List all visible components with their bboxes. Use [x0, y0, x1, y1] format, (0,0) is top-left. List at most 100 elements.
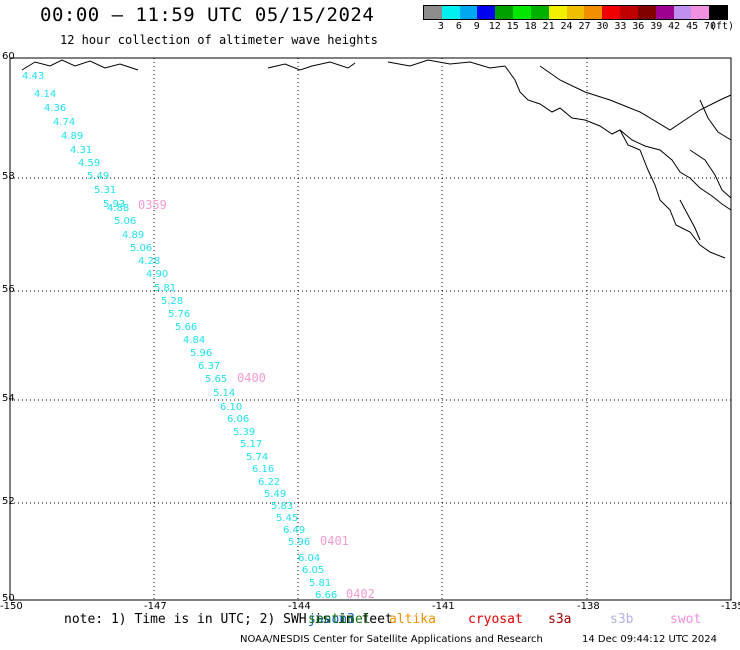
time-labels: 0359 0400 0401 0402: [138, 198, 375, 601]
wave-height-value: 4.28: [138, 256, 160, 267]
wave-height-value: 4.31: [70, 145, 92, 156]
wave-height-value: 5.65: [205, 374, 227, 385]
wave-height-value: 6.16: [252, 464, 274, 475]
wave-height-colorbar: [423, 5, 728, 20]
wave-height-value: 6.10: [220, 402, 242, 413]
map-frame: [9, 57, 732, 601]
colorbar-label: 27: [578, 21, 591, 32]
wave-height-value: 5.93: [103, 199, 125, 210]
wave-height-value: 5.83: [271, 501, 293, 512]
wave-height-value: 4.90: [146, 269, 168, 280]
latitude-label: 60: [2, 51, 15, 62]
wave-height-value: 6.22: [258, 477, 280, 488]
wave-height-value: 4.89: [122, 230, 144, 241]
wave-height-value: 5.17: [240, 439, 262, 450]
wave-height-value: 5.66: [175, 322, 197, 333]
wave-height-value: 5.96: [190, 348, 212, 359]
colorbar-swatch: [424, 6, 442, 19]
latitude-label: 52: [2, 496, 15, 507]
wave-height-value: 4.84: [183, 335, 205, 346]
colorbar-label: 24: [560, 21, 573, 32]
latitude-label: 50: [2, 593, 15, 604]
wave-height-value: 5.39: [233, 427, 255, 438]
colorbar-label: 3: [437, 21, 444, 32]
satellite-swot: swot: [670, 612, 702, 627]
colorbar-label: 39: [650, 21, 663, 32]
longitude-label: -144: [288, 601, 311, 612]
latitude-label: 58: [2, 171, 15, 182]
colorbar-label: 36: [632, 21, 645, 32]
colorbar-swatch: [584, 6, 603, 19]
pass-time-label: 0359: [138, 198, 167, 212]
colorbar-swatch: [513, 6, 531, 19]
colorbar-label: 21: [542, 21, 555, 32]
alaska-coastline: [21, 59, 732, 259]
longitude-label: -138: [577, 601, 600, 612]
satellite-jason3: jason3: [308, 612, 355, 627]
wave-height-value: 5.06: [114, 216, 136, 227]
pass-time-label: 0401: [320, 534, 349, 548]
colorbar-label: (ft): [709, 21, 735, 32]
wave-height-value: 5.49: [264, 489, 286, 500]
colorbar-swatch: [637, 6, 656, 19]
colorbar-swatch: [477, 6, 496, 19]
wave-height-value: 4.59: [78, 158, 100, 169]
colorbar-swatch: [602, 6, 621, 19]
latitude-label: 54: [2, 393, 15, 404]
colorbar-label: 15: [506, 21, 519, 32]
pass-time-label: 0402: [346, 587, 375, 601]
satellite-altika: altika: [389, 612, 436, 627]
lat-lon-grid: [10, 58, 731, 600]
colorbar-label: 45: [686, 21, 699, 32]
wave-height-value: 4.43: [22, 71, 44, 82]
wave-height-value: 5.45: [276, 513, 298, 524]
wave-height-value: 6.37: [198, 361, 220, 372]
longitude-label: -141: [432, 601, 455, 612]
latitude-label: 56: [2, 284, 15, 295]
colorbar-label: 42: [668, 21, 681, 32]
colorbar-label: 70: [704, 21, 717, 32]
wave-height-value: 5.81: [309, 578, 331, 589]
wave-height-value: 5.96: [288, 537, 310, 548]
wave-height-value: 5.81: [154, 283, 176, 294]
colorbar-swatch: [495, 6, 514, 19]
colorbar-swatch: [566, 6, 585, 19]
wave-height-value: 5.14: [213, 388, 235, 399]
satellite-s3b: s3b: [610, 612, 634, 627]
colorbar-swatch: [530, 6, 549, 19]
satellite-s3a: s3a: [548, 612, 572, 627]
colorbar-labels: 3 6 9 12 15 18 21 24 27 30 33 36 39 42 45 70 (ft): [423, 21, 734, 35]
colorbar-label: 9: [473, 21, 480, 32]
wave-height-value: 4.14: [34, 89, 56, 100]
colorbar-swatch: [655, 6, 674, 19]
wave-height-value: 4.74: [53, 117, 75, 128]
longitude-label: -147: [144, 601, 167, 612]
wave-height-value: 5.49: [87, 171, 109, 182]
wave-height-labels: 4.43 4.14 4.36 4.74 4.89 4.31 4.59 5.49 5.31 5.93…: [22, 71, 337, 601]
colorbar-label: 12: [488, 21, 501, 32]
colorbar-swatch: [709, 6, 728, 19]
units-note: note: 1) Time is in UTC; 2) SWH is in fe…: [64, 612, 393, 627]
credit-line: NOAA/NESDIS Center for Satellite Applica…: [240, 634, 543, 645]
wave-height-value: 6.66: [315, 590, 337, 601]
wave-height-value: 6.49: [283, 525, 305, 536]
wave-height-value: 5.31: [94, 185, 116, 196]
longitude-label: -150: [0, 601, 23, 612]
colorbar-swatch: [673, 6, 692, 19]
wave-height-value: 6.04: [298, 553, 320, 564]
wave-height-value: 5.76: [168, 309, 190, 320]
wave-height-value: 5.28: [161, 296, 183, 307]
wave-height-value: 5.74: [246, 452, 268, 463]
map-subtitle: 12 hour collection of altimeter wave hei…: [60, 33, 378, 47]
colorbar-swatch: [441, 6, 460, 19]
colorbar-swatch: [620, 6, 638, 19]
longitude-label: -135: [721, 601, 740, 612]
wave-height-value: 4.88: [107, 203, 129, 214]
colorbar-label: 6: [455, 21, 462, 32]
wave-height-value: 5.06: [130, 243, 152, 254]
wave-height-value: 6.05: [302, 565, 324, 576]
map-title: 00:00 – 11:59 UTC 05/15/2024: [40, 4, 375, 26]
pass-time-label: 0400: [237, 371, 266, 385]
wave-height-value: 4.36: [44, 103, 66, 114]
wave-height-value: 6.06: [227, 414, 249, 425]
